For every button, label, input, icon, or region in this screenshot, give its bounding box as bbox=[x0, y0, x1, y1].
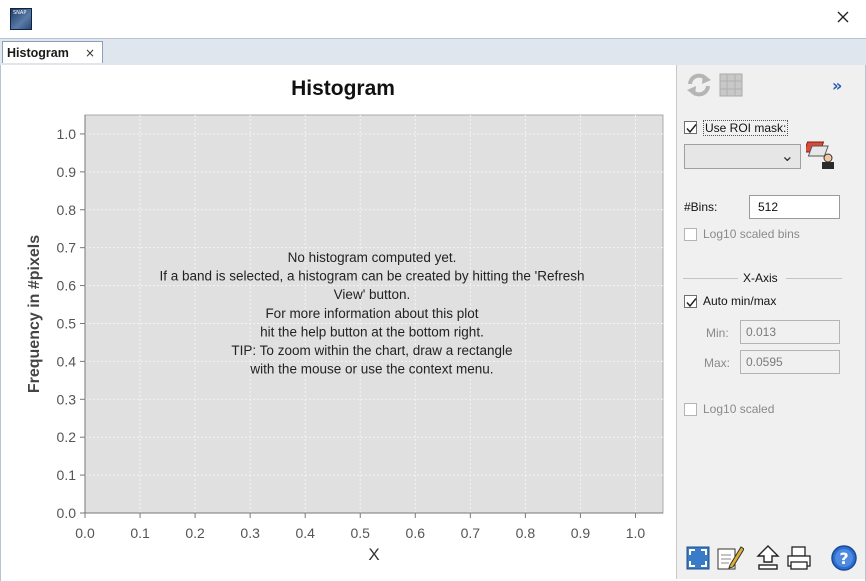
x-tick-label: 0.9 bbox=[571, 525, 591, 541]
auto-minmax-label: Auto min/max bbox=[703, 294, 777, 308]
edit-button[interactable] bbox=[716, 543, 745, 575]
log10-scaled-checkbox[interactable] bbox=[684, 403, 697, 416]
use-roi-mask-checkbox[interactable] bbox=[684, 121, 697, 134]
x-tick-label: 0.4 bbox=[295, 525, 315, 541]
use-roi-mask-label[interactable]: Use ROI mask: bbox=[703, 120, 789, 136]
log10-bins-label: Log10 scaled bins bbox=[703, 227, 800, 241]
message-line: No histogram computed yet. bbox=[288, 250, 457, 265]
export-button[interactable] bbox=[756, 545, 780, 575]
help-button[interactable]: ? bbox=[830, 544, 858, 576]
help-icon: ? bbox=[831, 545, 857, 571]
tab-histogram[interactable]: Histogram × bbox=[2, 41, 103, 63]
svg-text:?: ? bbox=[839, 549, 848, 568]
checkmark-icon bbox=[686, 298, 697, 308]
print-icon bbox=[787, 546, 811, 570]
y-tick-label: 0.7 bbox=[57, 240, 77, 256]
auto-minmax-checkbox[interactable] bbox=[684, 295, 697, 308]
y-tick-label: 0.4 bbox=[57, 353, 77, 369]
x-tick-label: 0.0 bbox=[75, 525, 95, 541]
x-tick-label: 0.2 bbox=[185, 525, 205, 541]
y-tick-label: 0.9 bbox=[57, 164, 77, 180]
title-bar: SNAP bbox=[0, 0, 866, 38]
refresh-button[interactable] bbox=[686, 73, 712, 101]
y-tick-label: 0.1 bbox=[57, 467, 77, 483]
histogram-chart[interactable]: Histogram 0.0 0.1 0.2 0.3 0.4 0.5 0.6 0.7 0.8 0.9… bbox=[0, 65, 676, 581]
tab-bar: Histogram × bbox=[0, 38, 866, 66]
zoom-all-button[interactable] bbox=[686, 546, 710, 574]
checkmark-icon bbox=[686, 124, 697, 134]
message-line: For more information about this plot bbox=[265, 306, 478, 321]
y-axis: 0.0 0.1 0.2 0.3 0.4 0.5 0.6 0.7 0.8 0.9 1.0 bbox=[57, 115, 86, 521]
x-tick-label: 0.7 bbox=[461, 525, 481, 541]
export-icon bbox=[756, 545, 780, 570]
chevron-down-icon: ⌄ bbox=[780, 146, 794, 165]
mask-manager-button[interactable] bbox=[803, 138, 836, 174]
y-tick-label: 0.6 bbox=[57, 278, 77, 294]
x-tick-label: 0.3 bbox=[240, 525, 260, 541]
message-line: hit the help button at the bottom right. bbox=[260, 324, 484, 339]
y-tick-label: 0.0 bbox=[57, 505, 77, 521]
y-tick-label: 0.2 bbox=[57, 429, 77, 445]
refresh-icon bbox=[687, 73, 711, 97]
y-tick-label: 0.8 bbox=[57, 202, 77, 218]
x-axis: 0.0 0.1 0.2 0.3 0.4 0.5 0.6 0.7 0.8 0.9 1.0 bbox=[75, 512, 663, 541]
edit-icon bbox=[717, 546, 745, 570]
bins-input[interactable]: 512 bbox=[749, 195, 840, 219]
y-tick-label: 0.5 bbox=[57, 315, 77, 331]
section-divider bbox=[683, 278, 738, 279]
tab-close-icon[interactable]: × bbox=[85, 46, 96, 60]
table-view-toggle[interactable] bbox=[719, 73, 743, 101]
mask-manager-icon bbox=[803, 141, 834, 169]
x-tick-label: 0.5 bbox=[351, 525, 371, 541]
x-axis-section-title: X-Axis bbox=[743, 271, 778, 285]
log10-scaled-label: Log10 scaled bbox=[703, 402, 775, 416]
min-input[interactable]: 0.013 bbox=[740, 320, 840, 344]
y-axis-label: Frequency in #pixels bbox=[26, 235, 43, 393]
x-tick-label: 0.6 bbox=[406, 525, 426, 541]
max-input[interactable]: 0.0595 bbox=[740, 350, 840, 374]
x-tick-label: 0.8 bbox=[516, 525, 536, 541]
message-line: with the mouse or use the context menu. bbox=[249, 362, 493, 377]
grid-table-icon bbox=[719, 73, 743, 97]
message-line: View' button. bbox=[334, 287, 411, 302]
print-button[interactable] bbox=[786, 545, 812, 575]
chart-title: Histogram bbox=[291, 77, 395, 100]
min-label: Min: bbox=[706, 326, 729, 340]
x-tick-label: 0.1 bbox=[130, 525, 150, 541]
max-label: Max: bbox=[704, 356, 731, 370]
tab-histogram-label: Histogram bbox=[7, 46, 69, 60]
x-axis-label: X bbox=[368, 545, 379, 564]
roi-mask-select[interactable]: ⌄ bbox=[684, 144, 801, 169]
message-line: TIP: To zoom within the chart, draw a re… bbox=[231, 343, 512, 358]
log10-bins-checkbox[interactable] bbox=[684, 228, 697, 241]
bins-label: #Bins: bbox=[684, 200, 718, 214]
y-tick-label: 0.3 bbox=[57, 391, 77, 407]
snap-app-icon: SNAP bbox=[10, 8, 32, 30]
section-divider bbox=[786, 278, 842, 279]
zoom-all-icon bbox=[686, 546, 710, 570]
plot-area[interactable] bbox=[84, 114, 664, 514]
x-tick-label: 1.0 bbox=[626, 525, 646, 541]
close-icon bbox=[837, 11, 849, 23]
collapse-panel-button[interactable]: » bbox=[832, 76, 843, 95]
message-line: If a band is selected, a histogram can b… bbox=[159, 269, 584, 284]
window-close-button[interactable] bbox=[834, 8, 852, 26]
no-data-message: No histogram computed yet. If a band is s… bbox=[159, 250, 584, 377]
y-tick-label: 1.0 bbox=[57, 126, 77, 142]
